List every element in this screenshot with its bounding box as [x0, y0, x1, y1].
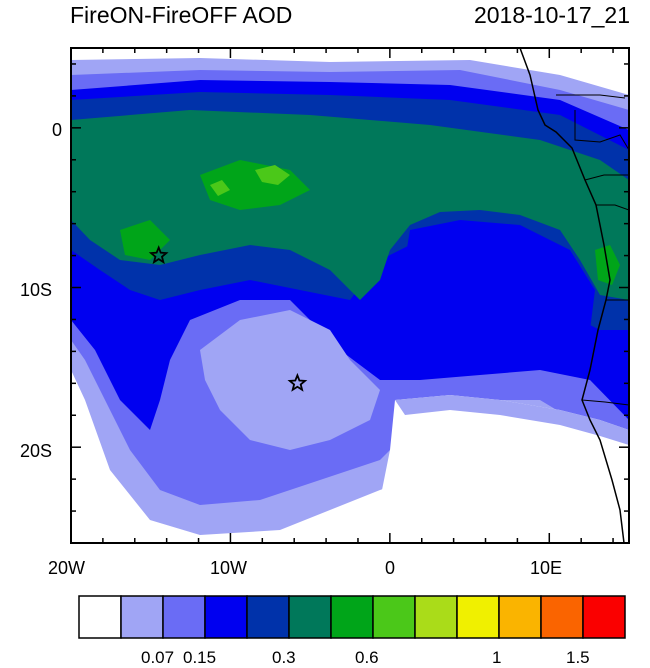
colorbar-swatch — [582, 595, 626, 639]
colorbar-label-0.07: 0.07 — [141, 648, 175, 667]
y-tick-label-20s: 20S — [20, 441, 53, 461]
colorbar-swatch — [372, 595, 416, 639]
map-title: FireON-FireOFF AOD — [70, 2, 293, 28]
colorbar — [78, 595, 626, 639]
x-tick-label-10e: 10E — [530, 558, 563, 578]
timestamp: 2018-10-17_21 — [473, 2, 630, 28]
star-marker-1 — [148, 245, 169, 265]
colorbar-label-1.5: 1.5 — [566, 648, 590, 667]
colorbar-swatch — [120, 595, 164, 639]
colorbar-label-0.6: 0.6 — [355, 648, 379, 667]
colorbar-label-0.3: 0.3 — [272, 648, 296, 667]
x-tick-label-20w: 20W — [48, 558, 86, 578]
colorbar-swatch — [456, 595, 500, 639]
colorbar-swatch — [330, 595, 374, 639]
colorbar-swatch — [204, 595, 248, 639]
y-tick-label-0: 0 — [52, 120, 63, 140]
plot-frame — [70, 47, 630, 544]
star-marker-2 — [287, 372, 308, 392]
star-markers — [148, 245, 308, 392]
colorbar-swatch — [162, 595, 206, 639]
colorbar-label-1: 1 — [492, 648, 502, 667]
colorbar-swatch — [414, 595, 458, 639]
y-tick-label-10s: 10S — [20, 280, 53, 300]
colorbar-swatch — [540, 595, 584, 639]
colorbar-swatch — [78, 595, 122, 639]
colorbar-swatch — [288, 595, 332, 639]
axis-ticks — [70, 48, 629, 544]
colorbar-swatch — [246, 595, 290, 639]
colorbar-swatch — [498, 595, 542, 639]
colorbar-label-0.15: 0.15 — [183, 648, 217, 667]
x-tick-label-10w: 10W — [210, 558, 248, 578]
aod-field — [71, 48, 629, 543]
x-tick-label-0: 0 — [385, 558, 396, 578]
